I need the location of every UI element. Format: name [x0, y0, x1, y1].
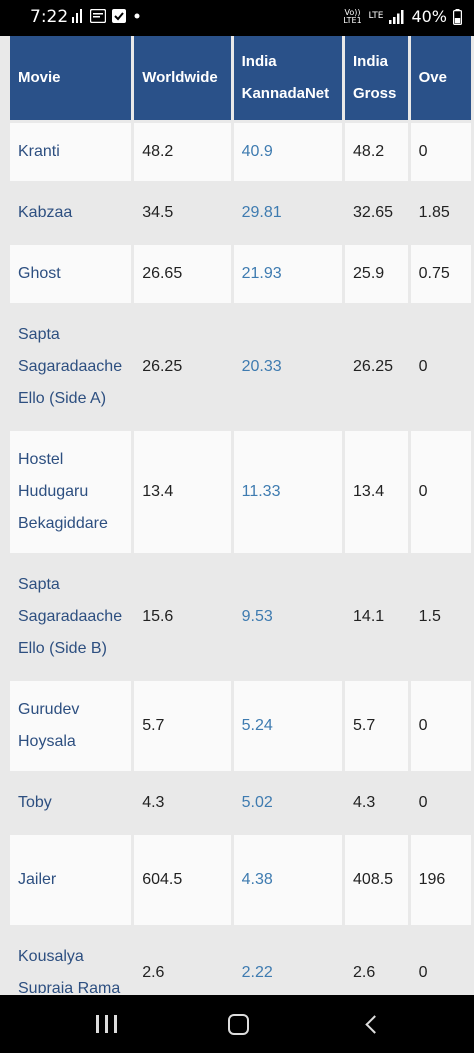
cell-overseas: 1.85	[410, 184, 471, 242]
table-row: Hostel Hudugaru Bekagiddare 13.4 11.33 13.4…	[10, 431, 471, 553]
cell-overseas: 1.5	[410, 556, 471, 678]
cell-worldwide: 604.5	[134, 835, 231, 925]
cell-movie[interactable]: Kousalya Supraja Rama	[10, 928, 132, 993]
cell-overseas: 0	[410, 306, 471, 428]
signal-icon	[389, 9, 404, 24]
table-row: Sapta Sagaradaache Ello (Side A) 26.25 20.…	[10, 306, 471, 428]
cell-india-net[interactable]: 11.33	[233, 431, 343, 553]
box-office-table-container[interactable]: Movie Worldwide India KannadaNet India G…	[0, 36, 474, 993]
table-row: Jailer 604.5 4.38 408.5 196	[10, 835, 471, 925]
table-row: Sapta Sagaradaache Ello (Side B) 15.6 9.53…	[10, 556, 471, 678]
dot-icon	[134, 13, 140, 19]
cell-india-gross: 14.1	[345, 556, 408, 678]
header-overseas[interactable]: Ove	[410, 36, 471, 120]
status-bar: 7:22 Vo)) LTE1 LTE 40%	[0, 0, 474, 36]
cell-overseas: 196	[410, 835, 471, 925]
cell-india-gross: 25.9	[345, 245, 408, 303]
cell-worldwide: 5.7	[134, 681, 231, 771]
table-row: Kranti 48.2 40.9 48.2 0	[10, 123, 471, 181]
header-india-kannadanet-line2: KannadaNet	[241, 85, 330, 102]
checkbox-icon	[112, 9, 126, 23]
cell-india-gross: 32.65	[345, 184, 408, 242]
cell-india-net[interactable]: 20.33	[233, 306, 343, 428]
lte-label: LTE	[368, 11, 384, 21]
cell-worldwide: 26.65	[134, 245, 231, 303]
cell-overseas: 0.75	[410, 245, 471, 303]
cell-worldwide: 48.2	[134, 123, 231, 181]
cell-movie[interactable]: Hostel Hudugaru Bekagiddare	[10, 431, 132, 553]
box-office-table: Movie Worldwide India KannadaNet India G…	[7, 36, 474, 993]
cell-overseas: 0	[410, 928, 471, 993]
cell-overseas: 0	[410, 774, 471, 832]
cell-worldwide: 34.5	[134, 184, 231, 242]
table-row: Gurudev Hoysala 5.7 5.24 5.7 0	[10, 681, 471, 771]
recents-icon[interactable]	[96, 1015, 118, 1033]
volte-icon: Vo)) LTE1	[343, 7, 362, 25]
table-header-row: Movie Worldwide India KannadaNet India G…	[10, 36, 471, 120]
system-indicators: Vo)) LTE1 LTE 40%	[342, 7, 462, 26]
navigation-bar	[0, 995, 474, 1053]
cell-india-net[interactable]: 40.9	[233, 123, 343, 181]
header-india-gross-line1: India	[353, 53, 389, 70]
home-icon[interactable]	[228, 1014, 249, 1035]
cell-india-net[interactable]: 5.02	[233, 774, 343, 832]
table-row: Toby 4.3 5.02 4.3 0	[10, 774, 471, 832]
cell-india-net[interactable]: 9.53	[233, 556, 343, 678]
cell-india-net[interactable]: 21.93	[233, 245, 343, 303]
header-movie[interactable]: Movie	[10, 36, 132, 120]
cell-overseas: 0	[410, 431, 471, 553]
cell-india-gross: 13.4	[345, 431, 408, 553]
header-india-gross-line2: Gross	[353, 85, 397, 102]
cell-india-gross: 408.5	[345, 835, 408, 925]
cell-worldwide: 26.25	[134, 306, 231, 428]
table-row: Ghost 26.65 21.93 25.9 0.75	[10, 245, 471, 303]
lte-icon: LTE	[368, 12, 383, 21]
cell-india-net[interactable]: 2.22	[233, 928, 343, 993]
cell-movie[interactable]: Kranti	[10, 123, 132, 181]
table-row: Kousalya Supraja Rama 2.6 2.22 2.6 0	[10, 928, 471, 993]
cell-worldwide: 2.6	[134, 928, 231, 993]
cell-india-gross: 48.2	[345, 123, 408, 181]
header-worldwide[interactable]: Worldwide	[134, 36, 231, 120]
notification-icons	[72, 9, 142, 23]
cell-india-net[interactable]: 4.38	[233, 835, 343, 925]
cell-india-gross: 4.3	[345, 774, 408, 832]
news-icon	[90, 9, 106, 23]
cell-india-net[interactable]: 5.24	[233, 681, 343, 771]
cell-movie[interactable]: Sapta Sagaradaache Ello (Side B)	[10, 556, 132, 678]
cell-movie[interactable]: Sapta Sagaradaache Ello (Side A)	[10, 306, 132, 428]
cell-overseas: 0	[410, 123, 471, 181]
cell-movie[interactable]: Ghost	[10, 245, 132, 303]
cell-overseas: 0	[410, 681, 471, 771]
cell-india-gross: 26.25	[345, 306, 408, 428]
cell-movie[interactable]: Gurudev Hoysala	[10, 681, 132, 771]
cell-movie[interactable]: Toby	[10, 774, 132, 832]
cell-india-net[interactable]: 29.81	[233, 184, 343, 242]
cell-worldwide: 4.3	[134, 774, 231, 832]
table-row: Kabzaa 34.5 29.81 32.65 1.85	[10, 184, 471, 242]
battery-icon	[453, 8, 462, 25]
status-time: 7:22	[30, 7, 69, 27]
battery-percent: 40%	[411, 7, 447, 26]
cell-movie[interactable]: Jailer	[10, 835, 132, 925]
cell-india-gross: 5.7	[345, 681, 408, 771]
cell-worldwide: 13.4	[134, 431, 231, 553]
header-india-kannadanet[interactable]: India KannadaNet	[233, 36, 343, 120]
chart-icon	[72, 9, 82, 23]
header-india-kannadanet-line1: India	[241, 53, 277, 70]
back-icon[interactable]	[365, 1015, 384, 1034]
cell-india-gross: 2.6	[345, 928, 408, 993]
cell-movie[interactable]: Kabzaa	[10, 184, 132, 242]
header-india-gross[interactable]: India Gross	[345, 36, 408, 120]
cell-worldwide: 15.6	[134, 556, 231, 678]
